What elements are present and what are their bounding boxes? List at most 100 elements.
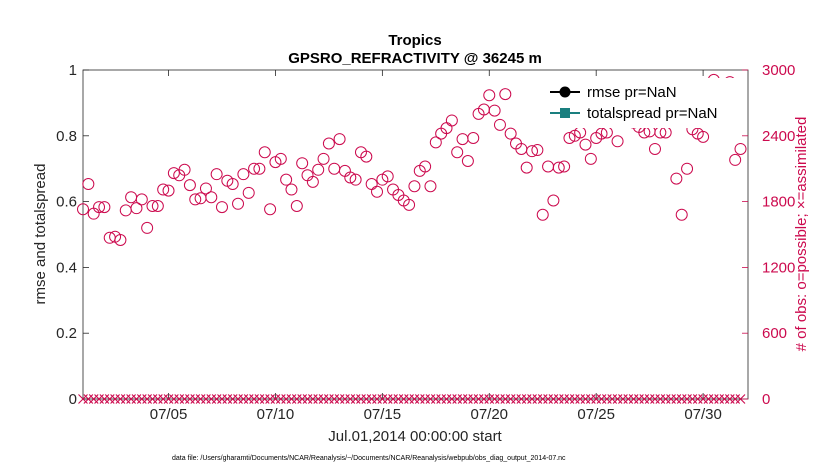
possible-obs-point	[499, 88, 512, 101]
y-axis-label: rmse and totalspread	[32, 164, 49, 305]
possible-obs-point	[381, 170, 394, 183]
possible-obs-point	[248, 162, 261, 175]
possible-obs-point	[258, 146, 271, 159]
legend: rmse pr=NaN totalspread pr=NaN	[548, 78, 738, 128]
possible-obs-point	[734, 142, 747, 155]
y2-tick-label: 600	[762, 325, 787, 342]
possible-obs-point	[531, 144, 544, 157]
y2-tick-labels: 0 600 1200 1800 2400 3000	[762, 62, 795, 408]
possible-obs-point	[579, 138, 592, 151]
y-tick-label: 0.8	[56, 128, 77, 145]
possible-obs-point	[167, 167, 180, 180]
possible-obs-point	[317, 152, 330, 165]
possible-obs-point	[558, 160, 571, 173]
y-tick-label: 0	[69, 391, 77, 408]
possible-obs-point	[114, 233, 127, 246]
possible-obs-point	[146, 199, 159, 212]
possible-obs-point	[520, 161, 533, 174]
possible-obs-point	[82, 178, 95, 191]
possible-obs-point	[371, 185, 384, 198]
possible-obs-point	[157, 183, 170, 196]
possible-obs-point	[483, 89, 496, 102]
chart-subtitle: GPSRO_REFRACTIVITY @ 36245 m	[288, 50, 542, 67]
possible-obs-point	[205, 191, 218, 204]
possible-obs-point	[189, 193, 202, 206]
assimilated-obs-series	[78, 394, 746, 404]
y2-tick-label: 1800	[762, 194, 795, 211]
possible-obs-point	[210, 168, 223, 181]
possible-obs-point	[226, 178, 239, 191]
legend-spread-label: totalspread pr=NaN	[587, 105, 718, 122]
possible-obs-point	[419, 160, 432, 173]
possible-obs-point	[488, 104, 501, 117]
possible-obs-point	[536, 208, 549, 221]
possible-obs-point	[595, 127, 608, 140]
possible-obs-point	[141, 221, 154, 234]
possible-obs-point	[77, 203, 89, 216]
possible-obs-point	[162, 184, 175, 197]
y-tick-label: 0.4	[56, 259, 77, 276]
y2-tick-label: 3000	[762, 62, 795, 79]
x-tick-label: 07/15	[364, 406, 402, 423]
possible-obs-point	[681, 162, 694, 175]
legend-box	[548, 78, 738, 128]
possible-obs-point	[408, 180, 421, 193]
possible-obs-point	[215, 201, 228, 214]
plot-area-frame	[82, 69, 749, 400]
y2-tick-label: 1200	[762, 259, 795, 276]
possible-obs-point	[675, 208, 688, 221]
possible-obs-point	[242, 186, 255, 199]
possible-obs-point	[98, 201, 111, 214]
possible-obs-point	[237, 168, 250, 181]
possible-obs-point	[467, 131, 480, 144]
possible-obs-point	[183, 179, 196, 192]
possible-obs-point	[296, 157, 309, 170]
possible-obs-point	[697, 130, 710, 143]
possible-obs-point	[285, 183, 298, 196]
legend-spread-marker	[560, 108, 570, 118]
possible-obs-point	[547, 194, 560, 207]
x-tick-label: 07/30	[684, 406, 722, 423]
possible-obs-point	[493, 118, 506, 131]
possible-obs-point	[670, 172, 683, 185]
possible-obs-point	[611, 135, 624, 148]
possible-obs-point	[344, 171, 357, 184]
possible-obs-point	[403, 198, 416, 211]
possible-obs-point	[312, 163, 325, 176]
possible-obs-point	[93, 201, 106, 214]
possible-obs-point	[429, 136, 442, 149]
legend-rmse-marker	[559, 86, 571, 98]
possible-obs-point	[322, 137, 335, 150]
possible-obs-point	[135, 193, 148, 206]
possible-obs-point	[199, 182, 212, 195]
y-tick-label: 0.6	[56, 194, 77, 211]
chart-title: Tropics	[388, 32, 441, 49]
possible-obs-point	[280, 173, 293, 186]
possible-obs-point	[563, 131, 576, 144]
possible-obs-point	[130, 202, 143, 215]
x-tick-label: 07/10	[257, 406, 295, 423]
possible-obs-point	[274, 152, 287, 165]
x-tick-label: 07/05	[150, 406, 188, 423]
y-tick-label: 0.2	[56, 325, 77, 342]
assimilated-obs-stroke	[735, 394, 746, 404]
possible-obs-point	[461, 155, 474, 168]
possible-obs-point	[424, 180, 437, 193]
x-axis-label: Jul.01,2014 00:00:00 start	[328, 428, 502, 445]
possible-obs-point	[504, 127, 517, 140]
possible-obs-point	[178, 163, 191, 176]
possible-obs-point	[360, 150, 373, 163]
possible-obs-series	[77, 73, 747, 246]
y2-tick-label: 0	[762, 391, 770, 408]
possible-obs-point	[232, 197, 245, 210]
axis-ticks	[83, 69, 748, 400]
possible-obs-point	[445, 114, 458, 127]
x-tick-label: 07/25	[577, 406, 615, 423]
y-tick-labels: 0 0.2 0.4 0.6 0.8 1	[56, 62, 77, 408]
possible-obs-point	[349, 173, 362, 186]
footnote: data file: /Users/gharamti/Documents/NCA…	[172, 455, 566, 462]
legend-rmse-label: rmse pr=NaN	[587, 84, 677, 101]
possible-obs-point	[584, 152, 597, 165]
possible-obs-point	[648, 142, 661, 155]
